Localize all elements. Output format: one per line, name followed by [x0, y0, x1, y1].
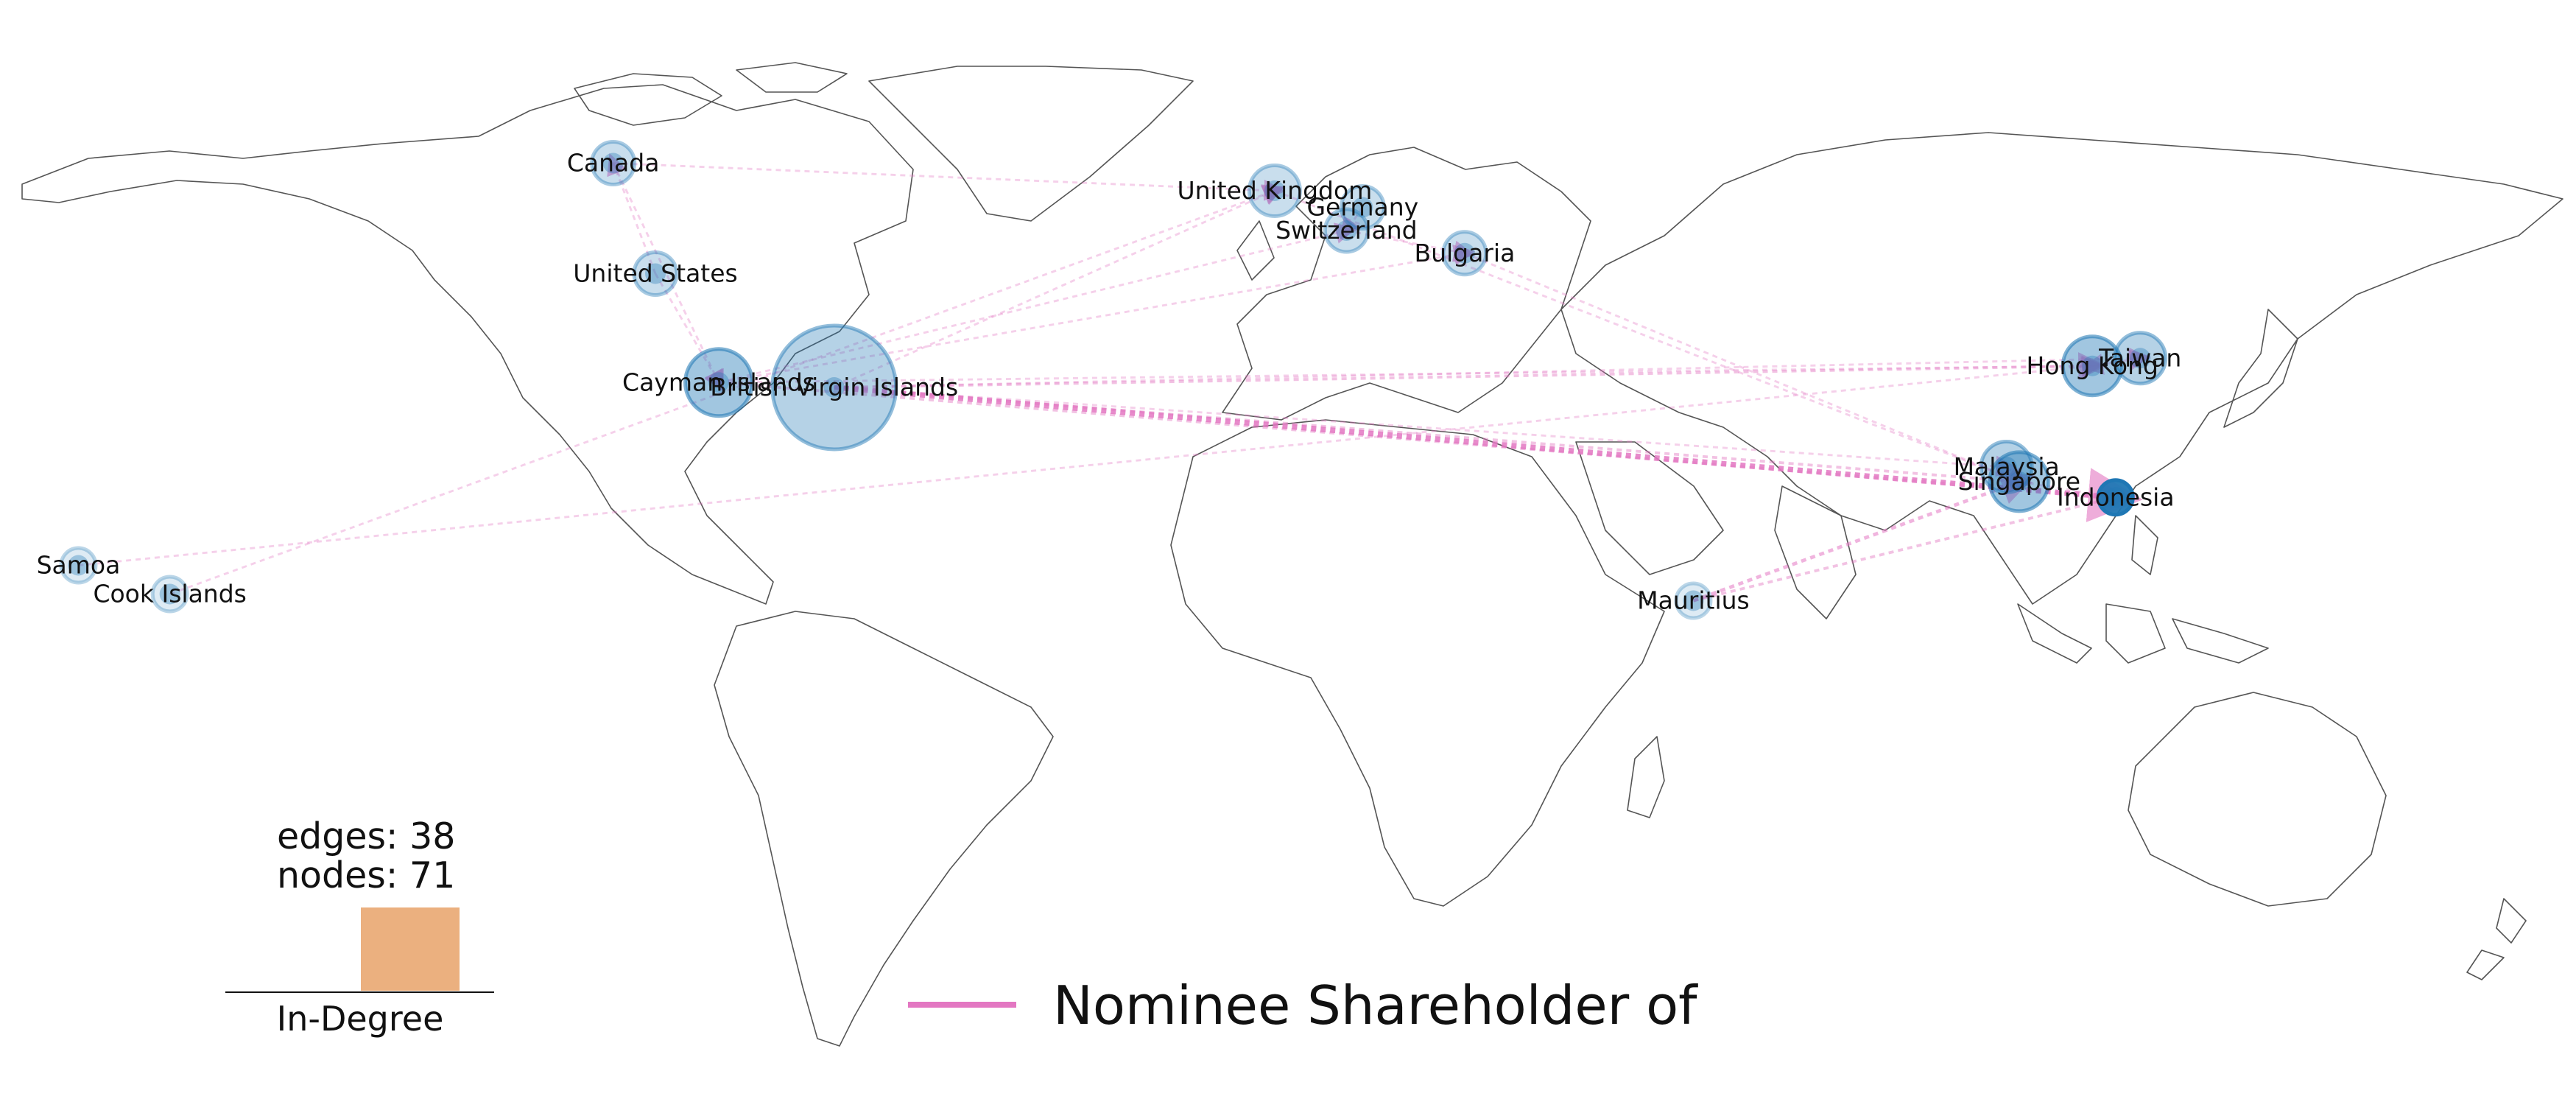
edge-cayman-islands-to-indonesia [718, 381, 2130, 510]
edge-cayman-islands-to-bulgaria [718, 244, 1476, 384]
edge-british-virgin-islands-to-taiwan [834, 348, 2151, 389]
node-cayman-islands[interactable] [683, 347, 754, 418]
node-core-british-virgin-islands [823, 377, 845, 398]
stats-panel: edges: 38 nodes: 71 In-Degree [225, 815, 494, 1039]
node-bulgaria[interactable] [1441, 230, 1488, 277]
label-cayman-islands: Cayman Islands [622, 368, 815, 396]
node-core-bulgaria [1454, 242, 1475, 264]
label-germany: Germany [1306, 193, 1418, 222]
label-united-kingdom: United Kingdom [1177, 176, 1372, 205]
node-core-mauritius [1683, 590, 1704, 611]
world-basemap [21, 62, 2563, 1047]
histogram-axis-label: In-Degree [277, 999, 444, 1039]
node-singapore[interactable] [1988, 450, 2051, 513]
node-germany[interactable] [1339, 184, 1386, 231]
node-core-cook-islands [159, 583, 180, 605]
edge-british-virgin-islands-to-united-kingdom [834, 185, 1285, 389]
edge-british-virgin-islands-to-indonesia [834, 385, 2143, 522]
label-mauritius: Mauritius [1637, 586, 1750, 615]
node-core-singapore [2008, 471, 2030, 492]
label-singapore: Singapore [1958, 467, 2080, 496]
node-taiwan[interactable] [2113, 331, 2168, 386]
label-cook-islands: Cook Islands [93, 580, 246, 608]
nodes-count: nodes: 71 [277, 854, 455, 896]
node-core-canada [602, 152, 624, 174]
node-cook-islands[interactable] [150, 575, 189, 614]
edge-british-virgin-islands-to-singapore [834, 386, 2033, 495]
europe-outline [1222, 147, 1591, 421]
node-core-switzerland [1336, 220, 1357, 241]
node-core-united-states [645, 263, 666, 284]
edge-mauritius-to-indonesia [1692, 487, 2130, 603]
edge-switzerland-to-bulgaria [1346, 229, 1476, 262]
southeast-asia-islands-outline [2017, 515, 2269, 664]
node-core-indonesia [2105, 487, 2126, 508]
edge-cayman-islands-to-switzerland [718, 222, 1357, 384]
node-core-united-kingdom [1264, 180, 1285, 201]
node-core-germany [1352, 197, 1373, 218]
node-core-malaysia [1996, 457, 2017, 477]
label-hong-kong: Hong Kong [2027, 351, 2158, 380]
node-canada[interactable] [590, 140, 637, 186]
greenland-outline [868, 66, 1194, 222]
node-core-samoa [68, 555, 89, 576]
label-canada: Canada [567, 149, 660, 178]
node-core-hong-kong [2082, 355, 2103, 376]
edge-british-virgin-islands-to-malaysia [834, 386, 2018, 477]
node-hong-kong[interactable] [2061, 334, 2124, 398]
south-america-outline [714, 611, 1054, 1047]
legend: Nominee Shareholder of [908, 975, 1698, 1036]
edge-germany-to-switzerland [1340, 206, 1364, 239]
node-british-virgin-islands[interactable] [770, 323, 898, 452]
edge-mauritius-to-singapore [1692, 471, 2035, 603]
asia-outline [1560, 132, 2563, 605]
label-british-virgin-islands: British Virgin Islands [710, 373, 958, 401]
label-bulgaria: Bulgaria [1414, 239, 1515, 267]
in-degree-histogram-bar [361, 907, 460, 991]
label-switzerland: Switzerland [1275, 216, 1418, 245]
edge-united-states-to-canada [607, 152, 657, 275]
madagascar-outline [1627, 736, 1665, 818]
label-malaysia: Malaysia [1954, 452, 2060, 481]
edge-canada-to-united-kingdom [613, 162, 1286, 201]
node-united-states[interactable] [632, 250, 679, 297]
africa-outline [1170, 419, 1665, 907]
node-core-taiwan [2130, 348, 2151, 369]
label-samoa: Samoa [37, 551, 121, 580]
australia-outline [2128, 692, 2387, 907]
node-united-kingdom[interactable] [1247, 164, 1302, 218]
legend-label: Nominee Shareholder of [1053, 975, 1698, 1036]
edge-united-states-to-cayman-islands [654, 273, 725, 392]
edges-count: edges: 38 [277, 815, 455, 857]
edge-cook-islands-to-united-kingdom [169, 184, 1285, 595]
node-core-cayman-islands [708, 372, 729, 393]
nodes-layer [59, 140, 2168, 620]
edge-canada-to-cayman-islands [612, 162, 724, 393]
node-malaysia[interactable] [1979, 440, 2034, 494]
edge-bulgaria-to-singapore [1464, 252, 2030, 488]
new-zealand-outline [2466, 898, 2527, 980]
arabia-outline [1575, 441, 1857, 619]
node-samoa[interactable] [59, 546, 98, 585]
labels-layer: Canada United States Cayman IslandsBritish… [37, 149, 2182, 615]
label-united-states: United States [573, 259, 737, 288]
label-taiwan: Taiwan [2098, 343, 2181, 372]
arctic-islands-outline [574, 62, 848, 126]
node-switzerland[interactable] [1323, 207, 1370, 254]
edge-malaysia-to-singapore [2004, 466, 2027, 490]
node-mauritius[interactable] [1674, 581, 1713, 620]
edge-samoa-to-hong-kong [78, 356, 2103, 566]
edge-british-virgin-islands-to-hong-kong [834, 352, 2107, 389]
north-america-outline [21, 84, 914, 605]
edge-hong-kong-to-taiwan [2092, 349, 2151, 371]
edge-taiwan-to-hong-kong [2081, 354, 2141, 375]
node-indonesia[interactable] [2096, 478, 2135, 517]
label-indonesia: Indonesia [2057, 482, 2175, 511]
japan-outline [2223, 309, 2298, 428]
edges-layer [78, 152, 2151, 603]
